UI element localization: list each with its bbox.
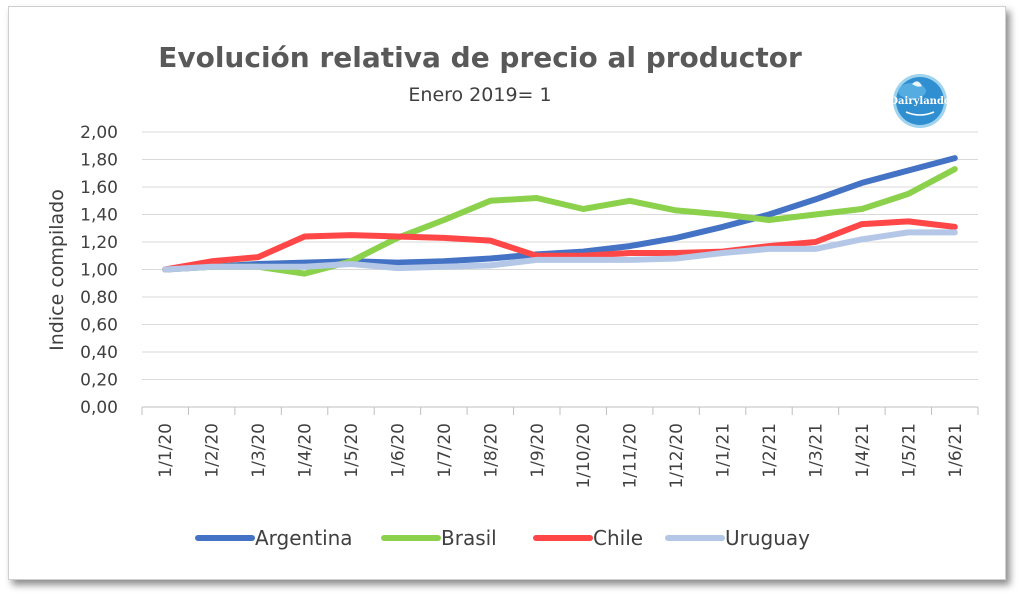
y-tick-label: 0,20	[80, 371, 118, 391]
x-axis-ticks: 1/1/20 1/2/20 1/3/20 1/4/20 1/5/20 1/6/20 1/7/…	[156, 423, 966, 489]
legend-item-chile: Chile	[533, 526, 643, 550]
x-tick-label: 1/9/20	[528, 423, 548, 478]
gridlines	[141, 131, 979, 415]
series-line-brasil	[162, 166, 958, 277]
x-tick-label: 1/11/20	[621, 423, 641, 489]
legend-item-brasil: Brasil	[381, 526, 497, 550]
x-tick-label: 1/3/21	[806, 423, 826, 478]
x-tick-label: 1/2/21	[760, 423, 780, 478]
legend-item-uruguay: Uruguay	[665, 526, 810, 550]
x-tick-label: 1/1/20	[156, 423, 176, 478]
legend: Argentina Brasil Chile Uruguay	[195, 526, 810, 550]
y-tick-label: 0,40	[80, 343, 118, 363]
chart-subtitle: Enero 2019= 1	[408, 84, 551, 106]
x-tick-label: 1/5/21	[899, 423, 919, 478]
x-tick-label: 1/4/21	[853, 423, 873, 478]
y-tick-label: 1,40	[80, 206, 118, 226]
x-tick-label: 1/12/20	[667, 423, 687, 489]
y-tick-label: 1,20	[80, 233, 118, 253]
x-tick-label: 1/6/21	[946, 423, 966, 478]
logo-text: Dairylando	[889, 96, 951, 107]
legend-item-argentina: Argentina	[195, 526, 353, 550]
y-tick-label: 0,80	[80, 288, 118, 308]
x-tick-label: 1/3/20	[249, 423, 269, 478]
x-tick-label: 1/7/20	[435, 423, 455, 478]
x-tick-label: 1/6/20	[388, 423, 408, 478]
y-tick-label: 2,00	[80, 123, 118, 143]
x-tick-label: 1/10/20	[574, 423, 594, 489]
x-tick-label: 1/1/21	[714, 423, 734, 478]
chart-frame	[8, 6, 1006, 580]
dairylando-logo-icon: Dairylando	[889, 74, 951, 128]
x-tick-label: 1/4/20	[296, 423, 316, 478]
y-tick-label: 0,00	[80, 398, 118, 418]
y-tick-label: 1,60	[80, 178, 118, 198]
y-axis-ticks: 0,00 0,20 0,40 0,60 0,80 1,00 1,20 1,40 1,60 1,80…	[80, 123, 118, 418]
chart-title: Evolución relativa de precio al producto…	[158, 41, 802, 74]
x-tick-label: 1/5/20	[342, 423, 362, 478]
y-axis-label: Indice compilado	[46, 189, 68, 351]
legend-label: Brasil	[441, 526, 497, 550]
x-tick-label: 1/2/20	[203, 423, 223, 478]
legend-label: Uruguay	[725, 526, 810, 550]
x-tick-label: 1/8/20	[481, 423, 501, 478]
legend-label: Argentina	[255, 526, 353, 550]
series-line-chile	[162, 218, 958, 273]
legend-label: Chile	[593, 526, 643, 550]
y-tick-label: 0,60	[80, 316, 118, 336]
series-line-uruguay	[162, 229, 958, 273]
y-tick-label: 1,80	[80, 151, 118, 171]
y-tick-label: 1,00	[80, 261, 118, 281]
series-lines	[162, 155, 958, 277]
